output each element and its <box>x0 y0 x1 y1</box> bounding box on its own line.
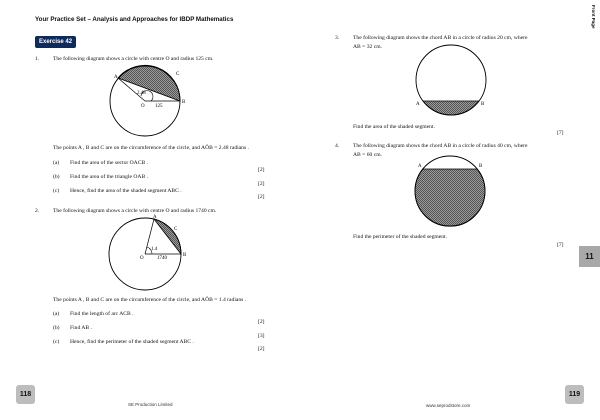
q4-label-a: A <box>418 164 422 169</box>
footer-publisher: SE Production Limited <box>128 402 173 407</box>
q2b-label: (b) <box>53 325 60 331</box>
q2c-marks: [2] <box>258 346 265 352</box>
footer-website[interactable]: www.seprodstore.com <box>426 403 471 408</box>
q1-label-o: O <box>141 104 145 109</box>
q1-label-b: B <box>182 100 186 105</box>
q1-diagram: A C B O 2.48 125 <box>109 64 186 137</box>
page-number-right: 119 <box>565 385 584 404</box>
q1-label-a: A <box>114 75 118 80</box>
book-title: Your Practice Set – Analysis and Approac… <box>35 16 234 23</box>
q4-marks: [7] <box>557 242 564 248</box>
q2-diagram: A C B O 1.4 1740 <box>108 215 187 291</box>
q1-statement: The points A , B and C are on the circum… <box>53 145 249 151</box>
q3-shaded-segment <box>422 100 480 116</box>
q4-intro: The following diagram shows the chord AB… <box>353 143 528 149</box>
q2-statement: The points A , B and C are on the circum… <box>53 297 247 303</box>
q4-task: Find the perimeter of the shaded segment… <box>353 234 447 240</box>
q1a-label: (a) <box>53 160 60 166</box>
q2-intro: The following diagram shows a circle wit… <box>53 208 217 214</box>
q2c-label: (c) <box>53 339 60 345</box>
q3-number: 3. <box>335 35 340 41</box>
q1c-text: Hence, find the area of the shaded segme… <box>70 188 182 194</box>
q1c-marks: [2] <box>258 194 265 200</box>
q1-angle-arc <box>140 90 154 102</box>
exercise-badge: Exercise 42 <box>35 36 77 48</box>
q1a-text: Find the area of the sector OACB . <box>70 160 148 166</box>
q2-label-b: B <box>183 253 187 258</box>
q3-label-b: B <box>481 102 485 107</box>
q2a-label: (a) <box>53 311 60 317</box>
q1-label-angle: 2.48 <box>137 91 146 96</box>
q4-shaded-segment <box>414 168 486 227</box>
q2-label-o: O <box>140 256 144 261</box>
q3-circle <box>415 44 487 116</box>
q3-intro: The following diagram shows the chord AB… <box>353 35 528 41</box>
q2-label-radius: 1740 <box>157 256 168 261</box>
q4-intro-line2: AB = 60 cm. <box>353 152 382 158</box>
q3-label-a: A <box>416 102 420 107</box>
q4-diagram: A B <box>414 155 486 227</box>
q3-intro-line2: AB = 32 cm. <box>353 44 382 50</box>
q2-label-angle: 1.4 <box>151 247 158 252</box>
q3-diagram: A B <box>415 44 487 116</box>
q2-label-c: C <box>174 227 178 232</box>
q2b-marks: [3] <box>258 333 265 339</box>
q1b-label: (b) <box>53 174 60 180</box>
q2-number: 2. <box>35 208 40 214</box>
q1a-marks: [2] <box>258 167 265 173</box>
q1b-text: Find the area of the triangle OAB . <box>70 174 148 180</box>
q1-number: 1. <box>35 56 40 62</box>
q1c-label: (c) <box>53 188 60 194</box>
q2b-text: Find AB . <box>70 325 92 331</box>
q2c-text: Hence, find the perimeter of the shaded … <box>70 339 194 345</box>
q4-circle <box>414 155 486 227</box>
q1b-marks: [2] <box>258 181 265 187</box>
q1-label-c: C <box>176 72 180 77</box>
q2-angle-arc <box>146 246 153 255</box>
q4-number: 4. <box>335 143 340 149</box>
q2a-text: Find the length of arc ACB . <box>70 311 134 317</box>
q2a-marks: [2] <box>258 319 265 325</box>
q2-label-a: A <box>153 215 157 220</box>
q3-task: Find the area of the shaded segment. <box>353 124 435 130</box>
q1-label-radius: 125 <box>155 104 163 109</box>
q3-marks: [7] <box>557 130 564 136</box>
page-number-left: 118 <box>16 385 35 404</box>
q4-label-b: B <box>479 164 483 169</box>
chapter-tab[interactable]: 11 <box>579 246 600 267</box>
q1-intro: The following diagram shows a circle wit… <box>53 56 214 62</box>
